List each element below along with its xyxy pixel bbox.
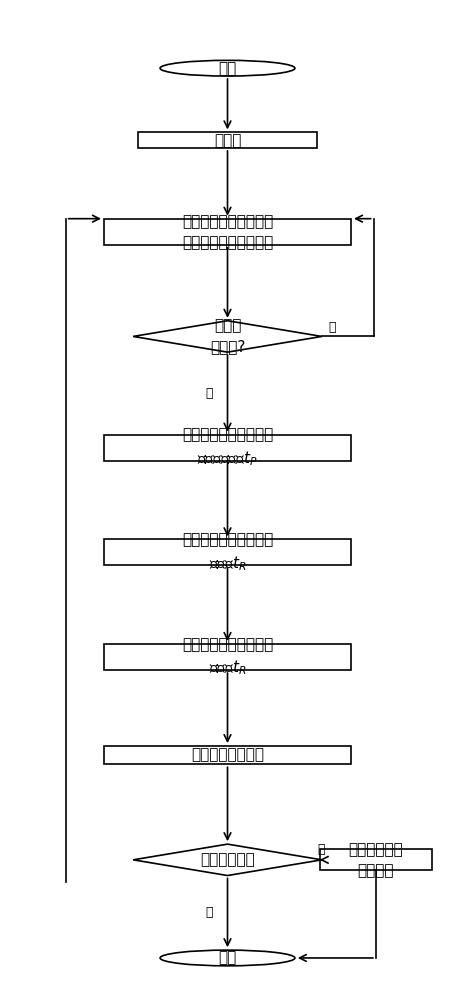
Text: 接收到
跳变沿?: 接收到 跳变沿? xyxy=(210,318,245,354)
Bar xyxy=(104,219,351,245)
Bar xyxy=(104,644,351,670)
Text: 是: 是 xyxy=(317,843,324,856)
Text: 结束: 结束 xyxy=(218,950,237,965)
Ellipse shape xyxy=(160,60,295,76)
Bar xyxy=(319,849,432,870)
Text: 否: 否 xyxy=(329,321,336,334)
Text: 停止计时器计时并计算
检测传播延时$t_P$: 停止计时器计时并计算 检测传播延时$t_P$ xyxy=(182,427,273,468)
Text: 初始化: 初始化 xyxy=(214,133,241,148)
Text: 否: 否 xyxy=(206,906,213,919)
Polygon shape xyxy=(133,844,322,876)
Polygon shape xyxy=(133,321,322,352)
Text: 开始: 开始 xyxy=(218,61,237,76)
Text: 采集温度并计算参考传
播延时$t_R$: 采集温度并计算参考传 播延时$t_R$ xyxy=(182,532,273,573)
Bar xyxy=(137,132,318,148)
Text: 有通信请求？: 有通信请求？ xyxy=(200,852,255,867)
Text: 发射一组脉冲调制信号
并开启计时器开始计时: 发射一组脉冲调制信号 并开启计时器开始计时 xyxy=(182,214,273,250)
Ellipse shape xyxy=(160,950,295,966)
Text: 发送六氟化硫
浓度数据: 发送六氟化硫 浓度数据 xyxy=(349,842,403,878)
Text: 采集温度并计算参考传
播延时$t_R$: 采集温度并计算参考传 播延时$t_R$ xyxy=(182,637,273,677)
Bar xyxy=(104,435,351,461)
Bar xyxy=(104,746,351,764)
Text: 计算六氟化硫浓度: 计算六氟化硫浓度 xyxy=(191,748,264,763)
Bar xyxy=(104,539,351,565)
Text: 是: 是 xyxy=(206,387,213,400)
